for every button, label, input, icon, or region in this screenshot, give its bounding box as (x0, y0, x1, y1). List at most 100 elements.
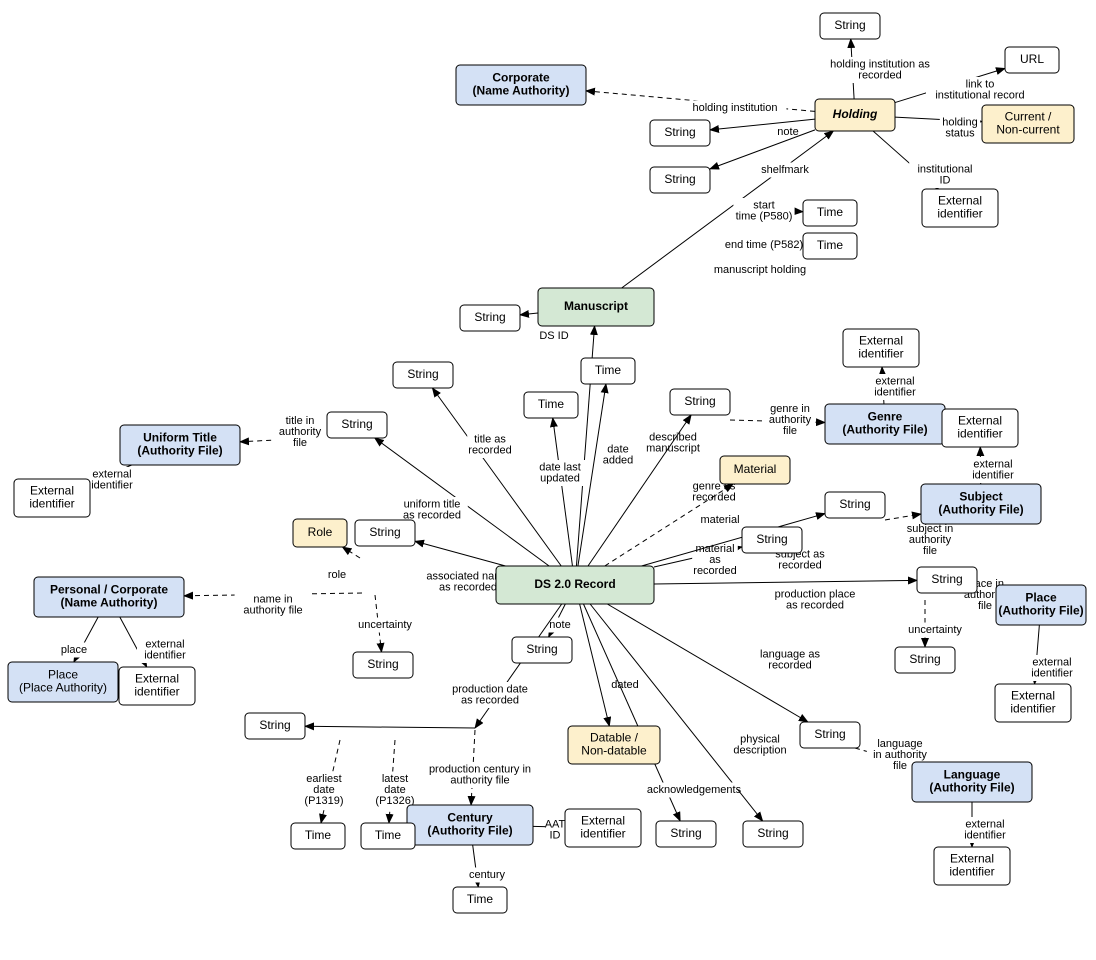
node-label: String (259, 718, 290, 732)
node-label: Century (447, 811, 493, 825)
edge-label: identifier (964, 829, 1006, 841)
edge-label: description (733, 744, 786, 756)
node-label: (Authority File) (998, 604, 1083, 618)
node-ds20: DS 2.0 Record (496, 566, 654, 604)
node-corpNameAuth: Corporate(Name Authority) (456, 65, 586, 105)
node-label: String (369, 525, 400, 539)
node-label: String (341, 417, 372, 431)
node-label: String (814, 727, 845, 741)
edge (475, 604, 562, 728)
node-persCorpAuth: Personal / Corporate(Name Authority) (34, 577, 184, 617)
node-label: Current / (1005, 110, 1052, 124)
node-label: identifier (949, 865, 994, 879)
node-label: String (474, 310, 505, 324)
node-earliest: Time (291, 823, 345, 849)
node-label: Datable / (590, 731, 639, 745)
node-label: Non-datable (581, 744, 647, 758)
node-label: Place (1025, 591, 1057, 605)
node-material: Material (720, 456, 790, 484)
node-label: Corporate (492, 71, 550, 85)
edge (654, 580, 917, 584)
node-label: identifier (957, 427, 1002, 441)
edge-label: note (549, 619, 570, 631)
node-timeAdded: Time (524, 392, 578, 418)
node-utStr2: String (393, 362, 453, 388)
edge-label: identifier (144, 649, 186, 661)
node-label: String (756, 532, 787, 546)
edge-label: file (293, 437, 307, 449)
node-pcPlace: Place(Place Authority) (8, 662, 118, 702)
node-label: External (859, 334, 903, 348)
node-noteStr: String (512, 637, 572, 663)
er-diagram: describedmanuscriptmanuscript holdingDS … (0, 0, 1096, 960)
edge-label: as recorded (439, 581, 497, 593)
edge (520, 313, 538, 315)
edge-label: recorded (768, 659, 811, 671)
edge-label: recorded (692, 491, 735, 503)
edge-label: recorded (693, 565, 736, 577)
node-centuryAuth: Century(Authority File) (407, 805, 533, 845)
node-manuscript: Manuscript (538, 288, 654, 326)
node-role: Role (293, 519, 347, 547)
edge-label: end time (P582) (725, 239, 803, 251)
node-subjectAuth: Subject(Authority File) (921, 484, 1041, 524)
node-holdNote: String (650, 120, 710, 146)
edge-label: material (700, 514, 739, 526)
edge-label: (P1326) (375, 795, 414, 807)
edge-label: identifier (91, 479, 133, 491)
edge-label: recorded (858, 69, 901, 81)
node-latest: Time (361, 823, 415, 849)
node-label: (Name Authority) (61, 596, 158, 610)
edge-label: ID (550, 829, 561, 841)
edge (342, 547, 360, 558)
edge-label: century (469, 869, 506, 881)
node-label: String (367, 657, 398, 671)
node-label: identifier (29, 497, 74, 511)
node-label: (Authority File) (137, 444, 222, 458)
node-placeUncert: String (895, 647, 955, 673)
node-label: Genre (868, 410, 903, 424)
node-label: String (407, 367, 438, 381)
edge-label: manuscript holding (714, 264, 806, 276)
node-label: String (684, 394, 715, 408)
node-label: External (30, 484, 74, 498)
node-label: URL (1020, 52, 1044, 66)
node-url: URL (1005, 47, 1059, 73)
node-label: Time (817, 238, 844, 252)
node-matStr: String (742, 527, 802, 553)
node-label: String (670, 826, 701, 840)
edge-label: authority file (450, 774, 509, 786)
node-label: String (931, 572, 962, 586)
node-label: External (938, 194, 982, 208)
node-placeAuth: Place(Authority File) (996, 585, 1086, 625)
node-label: identifier (858, 347, 903, 361)
node-label: Uniform Title (143, 431, 217, 445)
edge (305, 726, 475, 728)
edge-label: manuscript (646, 442, 700, 454)
edge (588, 415, 691, 566)
node-label: Time (538, 397, 565, 411)
edge-label: status (945, 127, 975, 139)
node-label: identifier (1010, 702, 1055, 716)
node-dsidStr: String (460, 305, 520, 331)
node-genreAuth: Genre(Authority File) (825, 404, 945, 444)
node-label: Place (48, 668, 78, 682)
node-subjExtId: Externalidentifier (942, 409, 1018, 447)
node-placeStr: String (917, 567, 977, 593)
node-centExt: Externalidentifier (565, 809, 641, 847)
node-label: External (581, 814, 625, 828)
node-genreExt: Externalidentifier (843, 329, 919, 367)
node-placeExtId: Externalidentifier (995, 684, 1071, 722)
node-instId: Externalidentifier (922, 189, 998, 227)
node-label: String (757, 826, 788, 840)
edge-label: institutional record (935, 89, 1024, 101)
edge (553, 418, 573, 566)
node-label: (Authority File) (929, 781, 1014, 795)
node-uniformTitleAuth: Uniform Title(Authority File) (120, 425, 240, 465)
node-label: External (1011, 689, 1055, 703)
node-label: String (839, 497, 870, 511)
node-holdInstRec: String (820, 13, 880, 39)
node-genreStr: String (670, 389, 730, 415)
node-label: (Place Authority) (19, 681, 107, 695)
node-currNon: Current /Non-current (982, 105, 1074, 143)
